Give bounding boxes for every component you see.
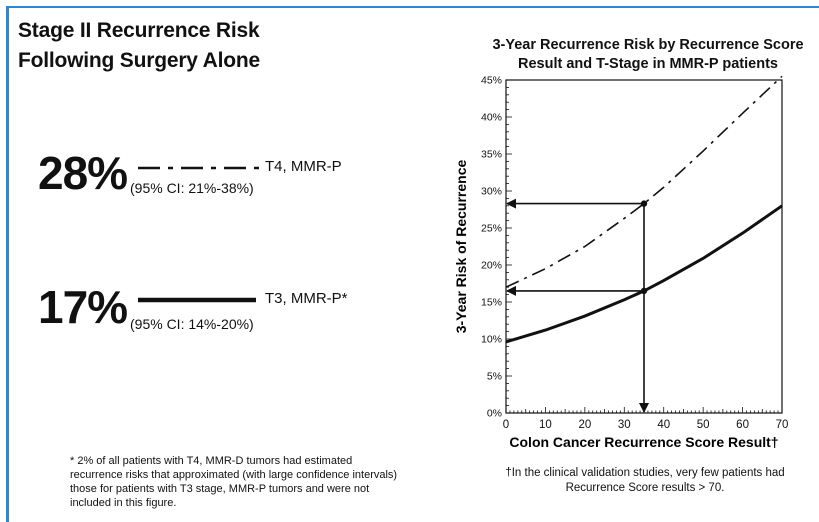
x-tick-label: 40	[657, 419, 670, 431]
stat-t4-ci: (95% CI: 21%-38%)	[130, 180, 254, 196]
frame-top-border	[6, 6, 819, 8]
stat-t3-ci: (95% CI: 14%-20%)	[130, 316, 254, 332]
y-tick-label: 45%	[481, 75, 502, 87]
axes: 0% 5% 10% 15% 20% 25% 30% 35% 40% 45% 0 10 20 30 40 50 6…	[481, 75, 788, 432]
chart-footnote: †In the clinical validation studies, ver…	[505, 467, 785, 494]
y-tick-label: 5%	[487, 371, 502, 383]
page-title: Stage II Recurrence Risk Following Surge…	[18, 16, 260, 76]
marker-point	[640, 200, 648, 207]
legend-solid-line	[138, 297, 256, 303]
title-line-1: Stage II Recurrence Risk	[18, 19, 260, 42]
y-tick-label: 30%	[481, 186, 502, 198]
chart-title: 3-Year Recurrence Risk by Recurrence Sco…	[492, 37, 804, 72]
frame-left-border	[6, 6, 9, 522]
x-tick-label: 30	[618, 419, 631, 431]
stat-t3-label: T3, MMR-P*	[265, 290, 348, 307]
stat-t4-label: T4, MMR-P	[265, 158, 342, 175]
x-tick-label: 60	[736, 419, 749, 431]
legend-dashdot-line	[138, 166, 264, 170]
y-tick-label: 35%	[481, 149, 502, 161]
y-tick-label: 0%	[487, 408, 502, 420]
x-axis-label: Colon Cancer Recurrence Score Result†	[509, 434, 778, 450]
left-footnote: * 2% of all patients with T4, MMR-D tumo…	[70, 455, 398, 509]
x-tick-label: 70	[776, 419, 789, 431]
x-tick-label: 20	[578, 419, 591, 431]
title-line-2: Following Surgery Alone	[18, 49, 260, 72]
series-line-t4	[505, 75, 783, 288]
x-tick-label: 50	[697, 419, 710, 431]
x-tick-label: 10	[539, 419, 552, 431]
y-axis-label: 3-Year Risk of Recurrence	[453, 160, 469, 334]
y-tick-label: 10%	[481, 334, 502, 346]
y-tick-label: 25%	[481, 223, 502, 235]
annotation-layer	[506, 198, 649, 413]
x-tick-label: 0	[503, 419, 509, 431]
y-tick-label: 15%	[481, 297, 502, 309]
stat-t4-percent: 28%	[38, 147, 128, 199]
marker-point	[640, 287, 648, 295]
chart-area: 0% 5% 10% 15% 20% 25% 30% 35% 40% 45% 0 10 20 30 40 50 6…	[453, 75, 788, 451]
y-tick-label: 40%	[481, 112, 502, 124]
stat-t4: 28% T4, MMR-P (95% CI: 21%-38%)	[38, 147, 342, 199]
stat-t3: 17% T3, MMR-P* (95% CI: 14%-20%)	[38, 281, 348, 333]
y-tick-label: 20%	[481, 260, 502, 272]
stat-t3-percent: 17%	[38, 281, 128, 333]
